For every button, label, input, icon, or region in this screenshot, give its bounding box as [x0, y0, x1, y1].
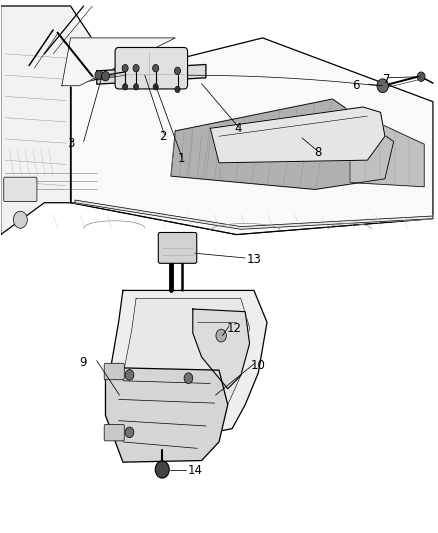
Circle shape	[184, 373, 193, 383]
Circle shape	[216, 329, 226, 342]
Polygon shape	[106, 368, 228, 462]
Circle shape	[125, 427, 134, 438]
Text: 1: 1	[177, 152, 185, 165]
Circle shape	[123, 84, 128, 90]
Circle shape	[133, 64, 139, 72]
Circle shape	[174, 67, 180, 75]
Polygon shape	[97, 64, 206, 84]
Circle shape	[153, 84, 158, 90]
Polygon shape	[75, 200, 433, 229]
Text: 10: 10	[251, 359, 266, 372]
Circle shape	[134, 84, 139, 90]
Polygon shape	[193, 309, 250, 389]
Text: 12: 12	[227, 322, 242, 335]
Text: 2: 2	[159, 130, 167, 143]
Circle shape	[125, 369, 134, 380]
Polygon shape	[62, 38, 175, 86]
FancyBboxPatch shape	[115, 47, 187, 89]
Circle shape	[377, 79, 389, 93]
Circle shape	[95, 70, 103, 80]
Text: 13: 13	[247, 253, 261, 266]
Polygon shape	[71, 38, 433, 235]
Circle shape	[13, 211, 27, 228]
Text: 7: 7	[383, 74, 390, 86]
Text: 14: 14	[187, 464, 202, 477]
Text: 9: 9	[79, 356, 87, 369]
FancyBboxPatch shape	[104, 364, 124, 379]
FancyBboxPatch shape	[4, 177, 37, 201]
Circle shape	[102, 71, 110, 81]
Polygon shape	[1, 6, 123, 235]
Polygon shape	[110, 290, 267, 445]
Polygon shape	[123, 298, 250, 437]
Text: 4: 4	[234, 122, 242, 135]
Text: 3: 3	[67, 136, 75, 150]
Circle shape	[175, 86, 180, 93]
Circle shape	[152, 64, 159, 72]
Polygon shape	[171, 99, 394, 189]
Polygon shape	[210, 107, 385, 163]
Text: 6: 6	[352, 79, 360, 92]
FancyBboxPatch shape	[104, 424, 124, 441]
Text: 8: 8	[314, 146, 321, 159]
Circle shape	[155, 461, 169, 478]
Circle shape	[417, 72, 425, 82]
Circle shape	[122, 64, 128, 72]
FancyBboxPatch shape	[158, 232, 197, 263]
Polygon shape	[350, 110, 424, 187]
